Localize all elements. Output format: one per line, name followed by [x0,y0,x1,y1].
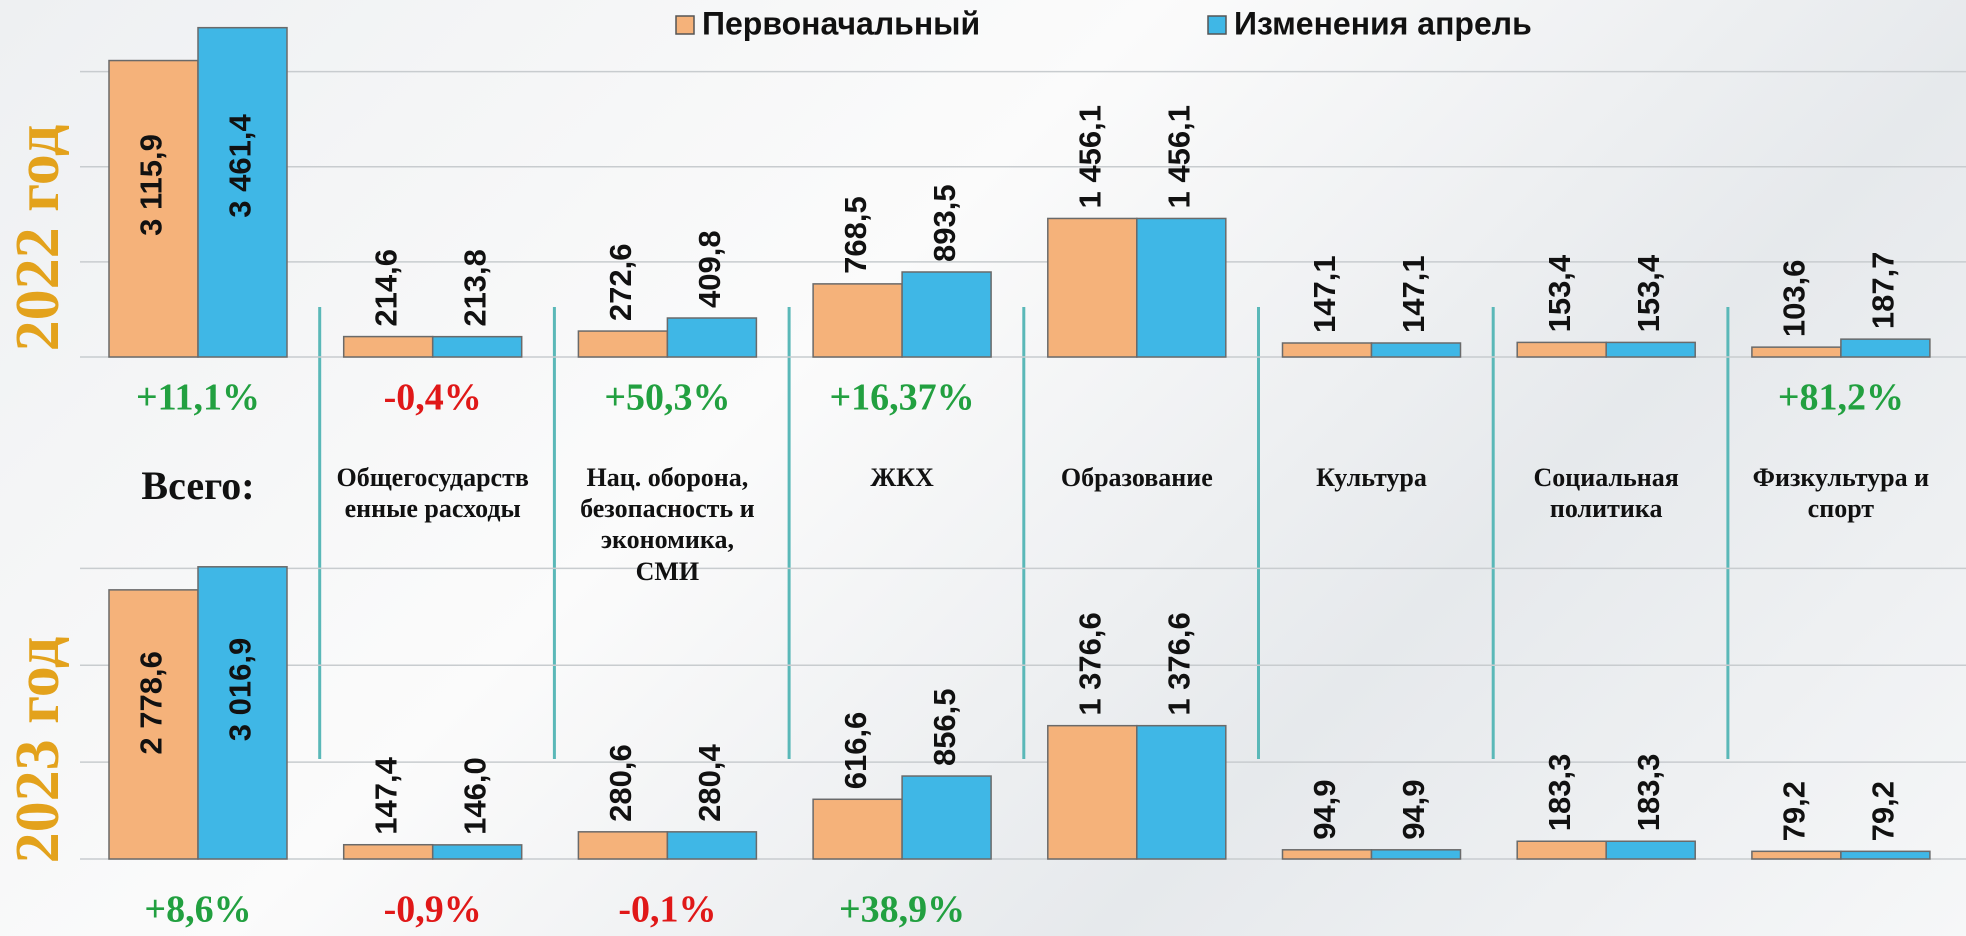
bar [902,272,991,357]
bar [1841,339,1930,357]
bar [1283,343,1372,357]
chart-title: 2023 год [4,637,72,864]
value-label: 94,9 [1307,779,1342,839]
change-label: +11,1% [136,377,260,419]
bar [1517,342,1606,357]
bar [667,832,756,859]
change-label: +50,3% [604,377,730,419]
change-label: +81,2% [1778,377,1904,419]
category-label: ЖКХ [802,462,1002,493]
category-label: Физкультура и спорт [1741,462,1941,524]
legend-marker [676,16,694,34]
value-label: 79,2 [1777,781,1812,841]
value-label: 183,3 [1542,754,1577,832]
value-label: 3 016,9 [223,638,258,741]
bar [1048,218,1137,357]
value-label: 153,4 [1631,254,1666,332]
bar [1606,841,1695,859]
legend-label: Первоначальный [702,5,980,41]
value-label: 1 456,1 [1161,105,1196,208]
value-label: 103,6 [1777,260,1812,338]
bar [1048,726,1137,859]
value-label: 146,0 [457,757,492,835]
value-label: 1 376,6 [1072,612,1107,715]
bar [1752,347,1841,357]
change-label: -0,4% [384,377,482,419]
change-label: +38,9% [839,889,965,931]
category-label: Культура [1272,462,1472,493]
category-label: Всего: [98,462,298,510]
legend-label: Изменения апрель [1234,5,1532,41]
bar [433,845,522,859]
bar [433,337,522,357]
bar [578,832,667,859]
category-label: Общегосударственные расходы [333,462,533,524]
value-label: 3 461,4 [223,114,258,218]
bar [344,337,433,357]
bar [578,331,667,357]
value-label: 1 376,6 [1161,612,1196,715]
value-label: 147,4 [368,756,403,834]
bar [1372,850,1461,859]
value-label: 79,2 [1866,781,1901,841]
value-label: 856,5 [927,688,962,766]
value-label: 94,9 [1396,779,1431,839]
bar [1372,343,1461,357]
bar [1137,218,1226,357]
bar [813,284,902,357]
bar [813,799,902,859]
value-label: 272,6 [603,243,638,321]
change-label: +8,6% [144,889,251,931]
slide: 2022 год 3 115,9 214,6 272,6 768,5 1 456,1 147… [0,0,1966,936]
value-label: 280,6 [603,744,638,822]
value-label: 213,8 [457,249,492,327]
category-label: Образование [1037,462,1237,493]
bar [344,845,433,859]
bar [1841,851,1930,859]
bar [667,318,756,357]
value-label: 1 456,1 [1072,105,1107,208]
bar [1283,850,1372,859]
value-label: 3 115,9 [134,134,169,236]
change-label: +16,37% [830,377,975,419]
value-label: 187,7 [1866,252,1901,330]
category-label: Социальная политика [1506,462,1706,524]
value-label: 409,8 [692,230,727,308]
bar [1606,342,1695,357]
value-label: 147,1 [1307,255,1342,333]
value-label: 893,5 [927,184,962,262]
value-label: 280,4 [692,744,727,822]
category-label: Нац. оборона, безопасность и экономика, … [567,462,767,587]
value-label: 2 778,6 [134,651,169,754]
bar [1752,851,1841,859]
bar [1137,726,1226,859]
change-label: -0,1% [618,889,716,931]
chart-title: 2022 год [4,125,72,352]
value-label: 616,6 [838,712,873,790]
bar [902,776,991,859]
value-label: 153,4 [1542,254,1577,332]
change-label: -0,9% [384,889,482,931]
value-label: 183,3 [1631,754,1666,832]
legend-marker [1208,16,1226,34]
value-label: 147,1 [1396,255,1431,333]
value-label: 768,5 [838,196,873,274]
bar [1517,841,1606,859]
value-label: 214,6 [368,249,403,327]
